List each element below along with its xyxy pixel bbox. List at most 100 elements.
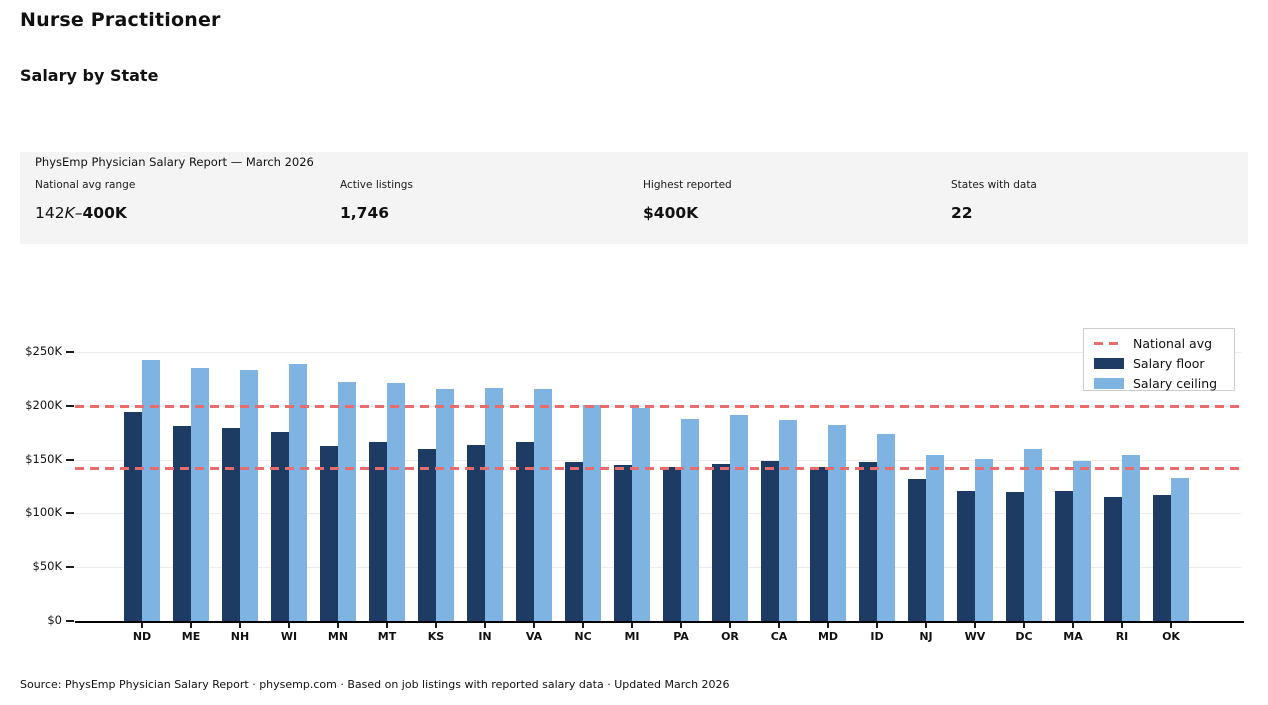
salary-floor-bar-NH — [222, 428, 240, 621]
salary-floor-bar-VA — [516, 442, 534, 621]
y-axis-label: $200K — [25, 397, 62, 412]
stat-value-national-avg-range: 142K–400K — [35, 204, 127, 222]
x-axis-label-MI: MI — [624, 630, 640, 643]
x-axis-label-NJ: NJ — [919, 630, 933, 643]
salary-ceiling-bar-ND — [142, 359, 160, 621]
legend-item-national-avg: National avg — [1094, 335, 1234, 352]
x-axis-tick-CA — [778, 622, 780, 628]
stat-value-highest-reported: $400K — [643, 204, 699, 222]
stat-value-active-listings: 1,746 — [340, 204, 390, 222]
salary-ceiling-bar-OR — [730, 415, 748, 621]
legend-item-salary-ceiling: Salary ceiling — [1094, 375, 1234, 392]
salary-floor-bar-OR — [712, 463, 730, 621]
x-axis-line — [75, 621, 1244, 623]
x-axis-label-VA: VA — [525, 630, 543, 643]
x-axis-label-WI: WI — [280, 630, 298, 643]
x-axis-tick-RI — [1121, 622, 1123, 628]
salary-floor-bar-RI — [1104, 497, 1122, 621]
salary-ceiling-bar-ID — [877, 433, 895, 621]
salary-ceiling-bar-RI — [1122, 455, 1140, 621]
x-axis-tick-PA — [680, 622, 682, 628]
x-axis-label-MD: MD — [817, 630, 839, 643]
salary-floor-bar-NC — [565, 461, 583, 621]
x-axis-tick-NH — [239, 622, 241, 628]
salary-ceiling-bar-OK — [1171, 477, 1189, 621]
salary-ceiling-bar-KS — [436, 388, 454, 621]
x-axis-label-DC: DC — [1015, 630, 1033, 643]
salary-ceiling-bar-NH — [240, 370, 258, 621]
range-low-number: 142 — [35, 204, 65, 222]
salary-ceiling-bar-DC — [1024, 448, 1042, 621]
y-axis-tick — [66, 620, 74, 622]
x-axis-label-PA: PA — [673, 630, 689, 643]
gridline-$250K — [75, 352, 1241, 353]
x-axis-label-RI: RI — [1115, 630, 1129, 643]
x-axis-label-OK: OK — [1162, 630, 1180, 643]
salary-floor-bar-MA — [1055, 490, 1073, 621]
y-axis-label: $100K — [25, 505, 62, 520]
x-axis-label-WV: WV — [964, 630, 986, 643]
page-title: Nurse Practitioner — [20, 9, 221, 31]
x-axis-label-IN: IN — [478, 630, 492, 643]
salary-ceiling-bar-MI — [632, 407, 650, 621]
source-note: Source: PhysEmp Physician Salary Report … — [20, 678, 730, 691]
salary-floor-bar-MI — [614, 464, 632, 621]
x-axis-tick-MN — [337, 622, 339, 628]
salary-floor-bar-IN — [467, 444, 485, 621]
salary-floor-bar-MD — [810, 467, 828, 621]
stat-value-states-with-data: 22 — [951, 204, 973, 222]
x-axis-label-ME: ME — [181, 630, 201, 643]
page-subtitle: Salary by State — [20, 66, 159, 85]
salary-floor-bar-CA — [761, 460, 779, 621]
salary-floor-bar-KS — [418, 448, 436, 621]
y-axis-tick — [66, 512, 74, 515]
x-axis-label-CA: CA — [770, 630, 788, 643]
x-axis-tick-MT — [386, 622, 388, 628]
salary-ceiling-bar-WV — [975, 458, 993, 621]
chart-legend: National avg Salary floor Salary ceiling — [1083, 328, 1235, 391]
x-axis-label-NC: NC — [574, 630, 592, 643]
range-low-unit: K — [64, 204, 75, 222]
salary-floor-bar-PA — [663, 467, 681, 621]
salary-ceiling-swatch — [1094, 378, 1124, 389]
range-dash: – — [74, 204, 83, 222]
y-axis-tick — [66, 351, 74, 353]
salary-floor-bar-WV — [957, 490, 975, 621]
stat-label-states-with-data: States with data — [951, 179, 1037, 191]
x-axis-tick-NJ — [925, 622, 927, 628]
national-avg-line-142k — [75, 467, 1241, 471]
x-axis-tick-IN — [484, 622, 486, 628]
salary-floor-bar-DC — [1006, 491, 1024, 621]
x-axis-label-KS: KS — [427, 630, 445, 643]
x-axis-tick-VA — [533, 622, 535, 628]
y-axis-label: $0 — [47, 613, 62, 627]
report-stats-box: PhysEmp Physician Salary Report — March … — [20, 152, 1248, 244]
x-axis-tick-ID — [876, 622, 878, 628]
x-axis-tick-OK — [1170, 622, 1172, 628]
x-axis-tick-MA — [1072, 622, 1074, 628]
x-axis-tick-OR — [729, 622, 731, 628]
x-axis-tick-MD — [827, 622, 829, 628]
salary-floor-bar-MN — [320, 445, 338, 621]
salary-ceiling-bar-WI — [289, 363, 307, 621]
salary-ceiling-bar-CA — [779, 419, 797, 621]
stat-label-national-avg-range: National avg range — [35, 179, 136, 191]
x-axis-label-MA: MA — [1063, 630, 1083, 643]
y-axis-tick — [66, 404, 74, 407]
salary-ceiling-bar-MD — [828, 425, 846, 621]
national-avg-line-200k — [75, 404, 1241, 408]
salary-ceiling-bar-MT — [387, 383, 405, 621]
gridline-$50K — [75, 567, 1241, 569]
range-high: 400K — [82, 204, 127, 222]
stat-label-highest-reported: Highest reported — [643, 179, 732, 191]
y-axis-tick — [66, 566, 74, 569]
x-axis-label-OR: OR — [721, 630, 739, 643]
salary-ceiling-bar-IN — [485, 387, 503, 621]
x-axis-tick-WI — [288, 622, 290, 628]
salary-ceiling-bar-VA — [534, 388, 552, 621]
salary-floor-bar-ND — [124, 412, 142, 621]
x-axis-label-NH: NH — [230, 630, 250, 643]
x-axis-tick-MI — [631, 622, 633, 628]
x-axis-label-ND: ND — [132, 630, 152, 643]
x-axis-tick-WV — [974, 622, 976, 628]
